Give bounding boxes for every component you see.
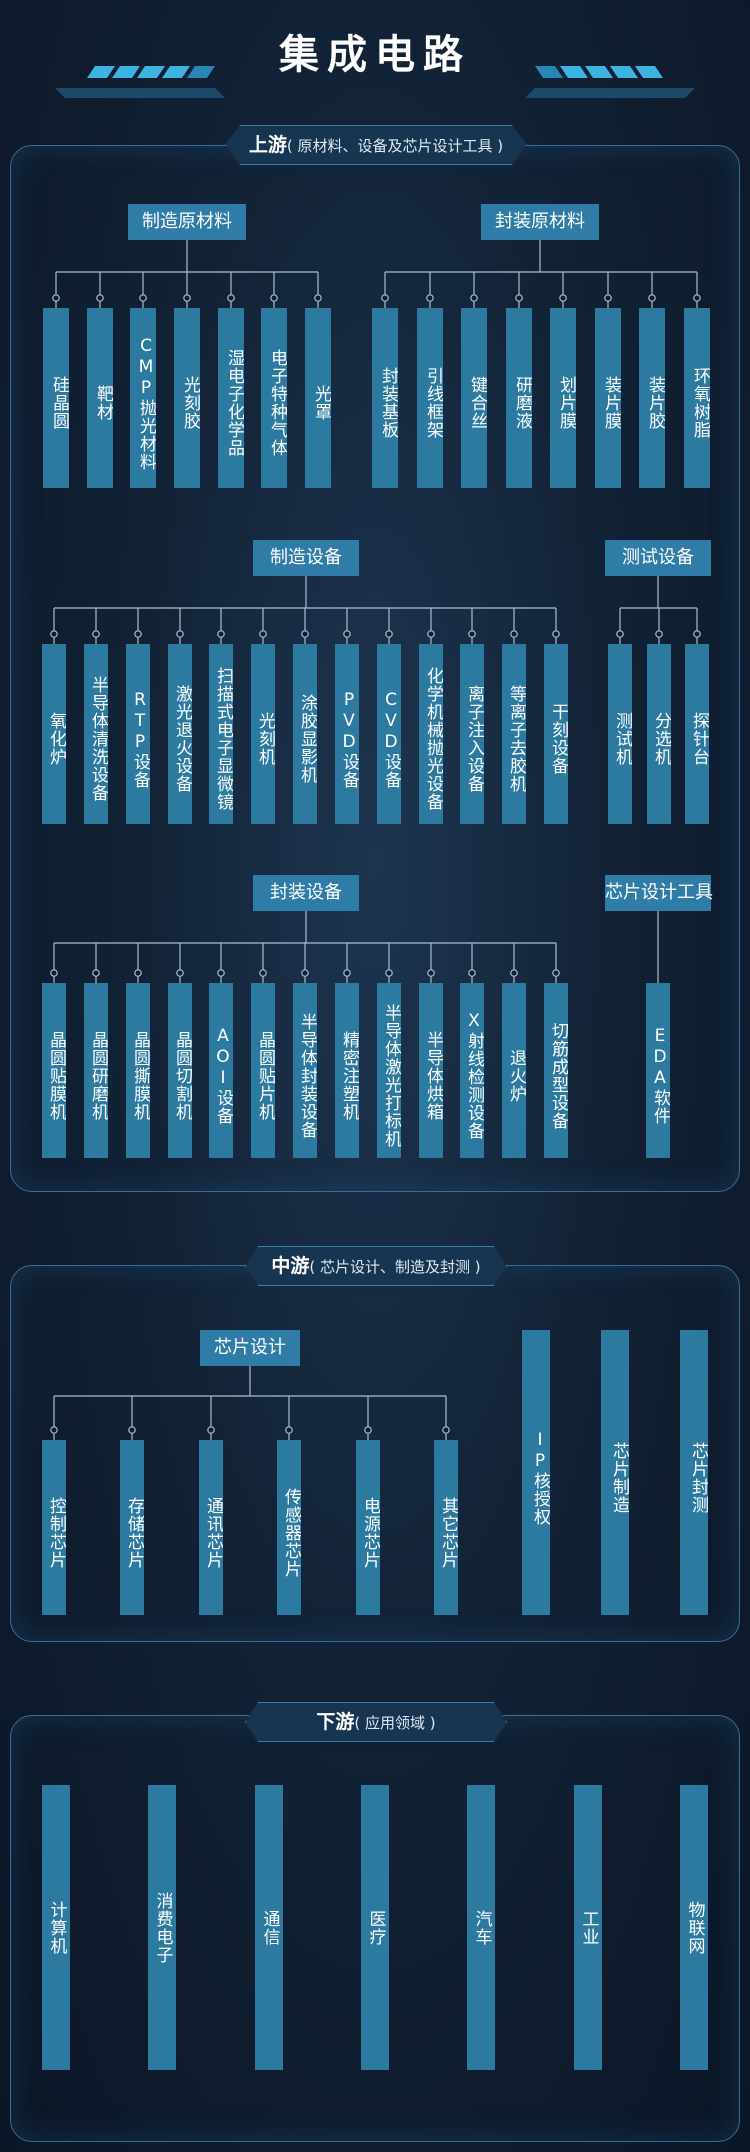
- downstream-tag-sub: ( 应用领域 ): [354, 1714, 436, 1732]
- material-column-7: 光罩: [305, 308, 331, 488]
- header-test-equipment: 测试设备: [605, 540, 711, 576]
- material-column-6: 电子特种气体: [261, 308, 287, 488]
- equipment-column-6: 光刻机: [251, 644, 275, 824]
- chip-design-column-3: 通讯芯片: [199, 1440, 223, 1615]
- equipment-column-7: 涂胶显影机: [293, 644, 317, 824]
- chip-design-column-2: 存储芯片: [120, 1440, 144, 1615]
- application-column-6: 工业: [574, 1785, 602, 2070]
- design-tool-column-1: EDA软件: [646, 983, 670, 1158]
- title-left-decoration: [55, 66, 225, 98]
- material-column-2: 靶材: [87, 308, 113, 488]
- header-packaging-equipment: 封装设备: [253, 875, 359, 911]
- packaging-equipment-column-11: X射线检测设备: [460, 983, 484, 1158]
- header-chip-design: 芯片设计: [200, 1330, 300, 1366]
- packaging-material-column-6: 装片膜: [595, 308, 621, 488]
- equipment-column-1: 氧化炉: [42, 644, 66, 824]
- packaging-equipment-column-8: 精密注塑机: [335, 983, 359, 1158]
- midstream-tag: 中游( 芯片设计、制造及封测 ): [245, 1246, 507, 1286]
- application-column-3: 通信: [255, 1785, 283, 2070]
- packaging-equipment-column-4: 晶圆切割机: [168, 983, 192, 1158]
- downstream-tag-main: 下游: [316, 1711, 355, 1733]
- chip-design-column-4: 传感器芯片: [277, 1440, 301, 1615]
- equipment-column-9: CVD设备: [377, 644, 401, 824]
- header-design-tools: 芯片设计工具: [605, 875, 713, 911]
- packaging-equipment-column-5: AOI设备: [209, 983, 233, 1158]
- header-manufacturing-materials: 制造原材料: [128, 204, 246, 240]
- application-column-5: 汽车: [467, 1785, 495, 2070]
- packaging-material-column-4: 研磨液: [506, 308, 532, 488]
- title-right-decoration: [525, 66, 695, 98]
- midstream-tag-sub: ( 芯片设计、制造及封测 ): [309, 1258, 481, 1276]
- midstream-column-2: 芯片制造: [601, 1330, 629, 1615]
- application-column-2: 消费电子: [148, 1785, 176, 2070]
- chip-design-column-1: 控制芯片: [42, 1440, 66, 1615]
- equipment-column-10: 化学机械抛光设备: [419, 644, 443, 824]
- packaging-equipment-column-10: 半导体烘箱: [419, 983, 443, 1158]
- application-column-1: 计算机: [42, 1785, 70, 2070]
- equipment-column-11: 离子注入设备: [460, 644, 484, 824]
- equipment-column-3: RTP设备: [126, 644, 150, 824]
- upstream-tag-main: 上游: [248, 134, 287, 156]
- packaging-equipment-column-1: 晶圆贴膜机: [42, 983, 66, 1158]
- packaging-equipment-column-2: 晶圆研磨机: [84, 983, 108, 1158]
- packaging-material-column-1: 封装基板: [372, 308, 398, 488]
- header-manufacturing-equipment: 制造设备: [253, 540, 359, 576]
- midstream-tag-main: 中游: [271, 1255, 310, 1277]
- packaging-equipment-column-13: 切筋成型设备: [544, 983, 568, 1158]
- chip-design-column-6: 其它芯片: [434, 1440, 458, 1615]
- material-column-5: 湿电子化学品: [218, 308, 244, 488]
- packaging-equipment-column-12: 退火炉: [502, 983, 526, 1158]
- material-column-4: 光刻胶: [174, 308, 200, 488]
- application-column-7: 物联网: [680, 1785, 708, 2070]
- equipment-column-8: PVD设备: [335, 644, 359, 824]
- upstream-tag-sub: ( 原材料、设备及芯片设计工具 ): [286, 137, 504, 155]
- equipment-column-4: 激光退火设备: [168, 644, 192, 824]
- packaging-equipment-column-7: 半导体封装设备: [293, 983, 317, 1158]
- test-equipment-column-2: 分选机: [647, 644, 671, 824]
- test-equipment-column-3: 探针台: [685, 644, 709, 824]
- equipment-column-2: 半导体清洗设备: [84, 644, 108, 824]
- material-column-3: CMP抛光材料: [130, 308, 156, 488]
- equipment-column-5: 扫描式电子显微镜: [209, 644, 233, 824]
- application-column-4: 医疗: [361, 1785, 389, 2070]
- midstream-column-1: IP核授权: [522, 1330, 550, 1615]
- equipment-column-12: 等离子去胶机: [502, 644, 526, 824]
- packaging-material-column-5: 划片膜: [550, 308, 576, 488]
- material-column-1: 硅晶圆: [43, 308, 69, 488]
- header-packaging-materials: 封装原材料: [481, 204, 599, 240]
- packaging-material-column-8: 环氧树脂: [684, 308, 710, 488]
- test-equipment-column-1: 测试机: [608, 644, 632, 824]
- equipment-column-13: 干刻设备: [544, 644, 568, 824]
- packaging-equipment-column-9: 半导体激光打标机: [377, 983, 401, 1158]
- packaging-equipment-column-6: 晶圆贴片机: [251, 983, 275, 1158]
- packaging-material-column-2: 引线框架: [417, 308, 443, 488]
- packaging-material-column-3: 键合丝: [461, 308, 487, 488]
- upstream-tag: 上游( 原材料、设备及芯片设计工具 ): [225, 125, 527, 165]
- page-title: 集成电路: [279, 32, 471, 78]
- packaging-material-column-7: 装片胶: [639, 308, 665, 488]
- packaging-equipment-column-3: 晶圆撕膜机: [126, 983, 150, 1158]
- chip-design-column-5: 电源芯片: [356, 1440, 380, 1615]
- midstream-column-3: 芯片封测: [680, 1330, 708, 1615]
- downstream-tag: 下游( 应用领域 ): [245, 1702, 507, 1742]
